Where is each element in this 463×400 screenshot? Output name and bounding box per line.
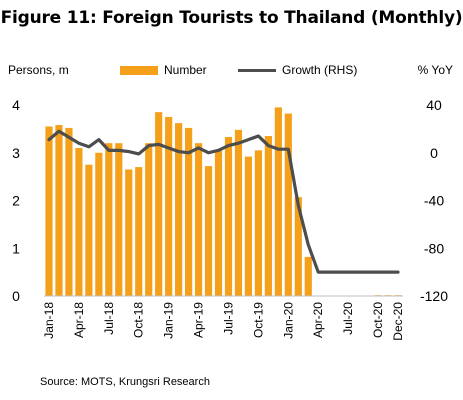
x-tick-label: Oct-20 [371, 302, 385, 338]
right-tick-label: -80 [424, 240, 444, 256]
x-tick-label: Jan-20 [281, 302, 295, 339]
growth-line [47, 129, 400, 274]
left-tick-label: 0 [12, 288, 20, 304]
x-tick-label: Jul-19 [221, 302, 235, 335]
bar [55, 125, 63, 296]
bar [194, 143, 203, 296]
bar [85, 164, 93, 296]
right-tick-label: -40 [424, 193, 444, 209]
bar [224, 136, 233, 296]
bar [234, 129, 243, 296]
x-tick-label: Apr-18 [72, 302, 86, 338]
x-tick-label: Jul-20 [341, 302, 355, 335]
bar [125, 169, 133, 296]
bar [175, 123, 183, 296]
bar [95, 152, 103, 296]
bar [304, 256, 312, 296]
right-tick-label: 0 [430, 145, 438, 161]
x-tick-label: Dec-20 [391, 302, 405, 341]
x-tick-label: Oct-18 [132, 302, 146, 338]
legend-bar-label: Number [164, 63, 207, 77]
x-tick-label: Apr-20 [311, 302, 325, 338]
x-tick-label: Jul-18 [102, 302, 116, 335]
x-tick-label: Jan-19 [162, 302, 176, 339]
bar [165, 116, 173, 296]
left-tick-label: 2 [12, 193, 20, 209]
bar [115, 143, 123, 296]
bar [274, 107, 282, 296]
bar [294, 197, 302, 296]
bar [214, 150, 223, 296]
bar [155, 112, 163, 296]
bar [244, 156, 253, 296]
right-tick-label: 40 [426, 97, 442, 113]
bar [65, 127, 73, 296]
x-tick-label: Oct-19 [251, 302, 265, 338]
left-tick-label: 4 [12, 97, 20, 113]
x-tick-label: Jan-18 [42, 302, 56, 339]
bar [284, 113, 292, 296]
legend-line-swatch [238, 69, 276, 72]
left-tick-label: 1 [12, 240, 20, 256]
bar [185, 127, 193, 296]
left-axis-label: Persons, m [8, 63, 69, 77]
right-tick-label: -120 [420, 288, 448, 304]
x-tick-label: Apr-19 [192, 302, 206, 338]
bar [254, 150, 262, 296]
source-note: Source: MOTS, Krungsri Research [40, 376, 210, 388]
legend-bar-swatch [120, 66, 158, 75]
bar [204, 166, 213, 296]
left-tick-label: 3 [12, 145, 20, 161]
chart-title: Figure 11: Foreign Tourists to Thailand … [0, 8, 463, 28]
bar [264, 136, 272, 296]
legend-line-label: Growth (RHS) [282, 63, 358, 77]
bar [45, 126, 53, 297]
bar [75, 147, 83, 296]
right-axis-label: % YoY [417, 63, 453, 77]
bar [145, 143, 153, 296]
bar [135, 167, 143, 296]
bar [105, 143, 113, 296]
